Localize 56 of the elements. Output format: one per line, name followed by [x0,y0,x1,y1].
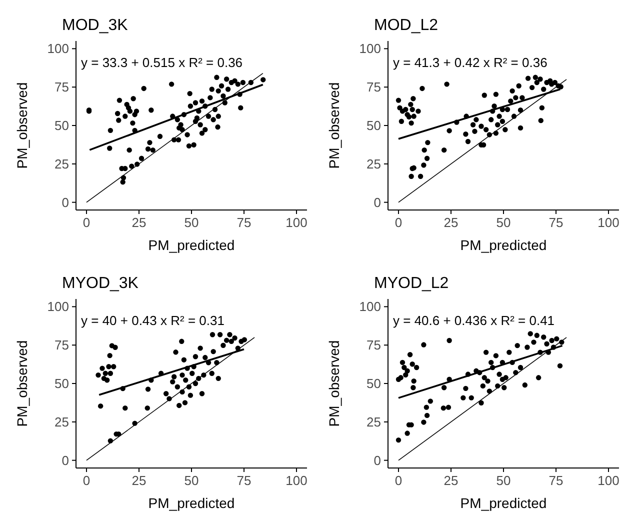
x-axis-title: PM_predicted [460,237,547,253]
x-tick-label: 100 [286,473,308,488]
chart-title: MOD_3K [62,17,128,34]
annotation: y = 33.3 + 0.515 x R² = 0.36 [81,55,243,70]
y-tick-label: 75 [366,338,381,353]
annotation: y = 40.6 + 0.436 x R² = 0.41 [393,313,555,328]
y-axis-title: PM_observed [326,82,342,169]
chart-title: MYOD_L2 [374,275,449,292]
y-tick-label: 0 [374,194,381,210]
y-tick-label: 25 [366,414,381,430]
annotation: y = 40 + 0.43 x R² = 0.31 [81,313,224,328]
y-tick-label: 100 [47,41,69,56]
x-axis-title: PM_predicted [148,237,235,253]
x-tick-label: 25 [132,473,146,488]
y-tick-label: 100 [47,299,69,314]
chart-title: MYOD_3K [62,275,139,292]
x-tick-label: 50 [496,215,511,230]
x-tick-label: 75 [548,473,564,488]
x-tick-label: 50 [184,473,199,488]
y-tick-label: 50 [366,118,381,133]
x-tick-label: 0 [82,215,90,230]
y-tick-label: 75 [54,338,69,353]
y-tick-label: 0 [62,194,69,210]
y-tick-label: 25 [366,156,381,172]
y-tick-label: 100 [359,299,381,314]
y-tick-label: 25 [54,414,69,430]
y-axis-title: PM_observed [326,340,342,427]
y-tick-label: 25 [54,156,69,172]
x-tick-label: 0 [394,473,402,488]
x-tick-label: 100 [286,215,308,230]
y-tick-label: 50 [54,118,69,133]
annotation: y = 41.3 + 0.42 x R² = 0.36 [393,55,548,70]
y-axis-title: PM_observed [14,82,30,169]
y-tick-label: 75 [366,80,381,95]
x-tick-label: 50 [184,215,199,230]
x-tick-label: 100 [598,473,620,488]
x-axis-title: PM_predicted [148,495,235,511]
x-tick-label: 75 [236,473,252,488]
x-tick-label: 100 [598,215,620,230]
y-tick-label: 50 [54,376,69,391]
y-tick-label: 0 [62,452,69,468]
x-tick-label: 0 [82,473,90,488]
x-tick-label: 75 [236,215,252,230]
y-tick-label: 50 [366,376,381,391]
x-tick-label: 25 [444,215,458,230]
x-tick-label: 25 [444,473,458,488]
y-tick-label: 0 [374,452,381,468]
chart-title: MOD_L2 [374,17,438,34]
y-axis-title: PM_observed [14,340,30,427]
x-axis-title: PM_predicted [460,495,547,511]
y-tick-label: 75 [54,80,69,95]
x-tick-label: 75 [548,215,564,230]
x-tick-label: 25 [132,215,146,230]
x-tick-label: 50 [496,473,511,488]
x-tick-label: 0 [394,215,402,230]
y-tick-label: 100 [359,41,381,56]
